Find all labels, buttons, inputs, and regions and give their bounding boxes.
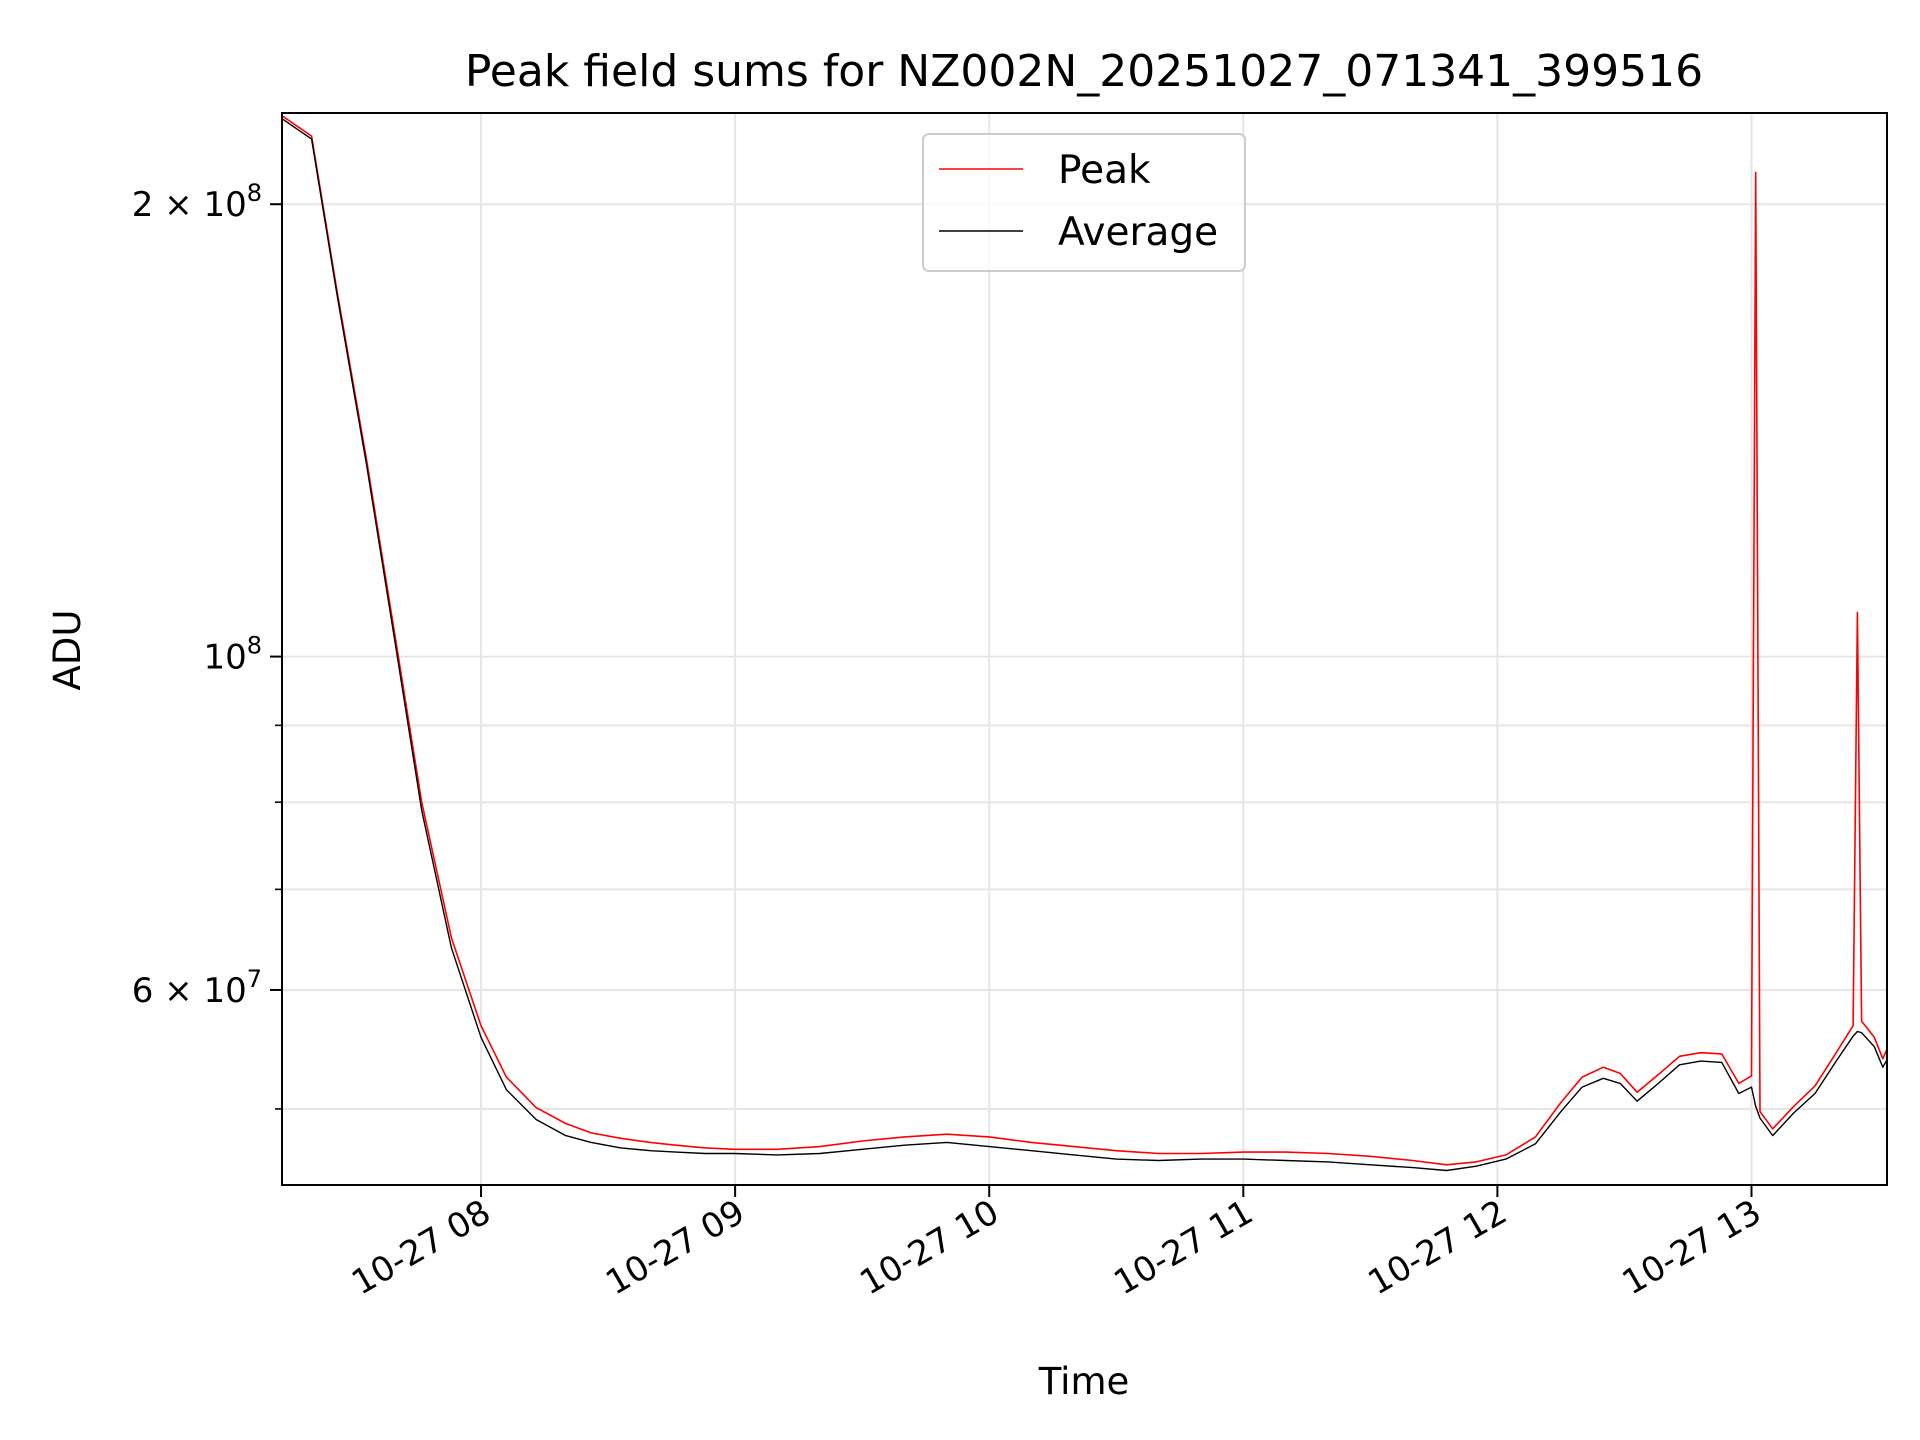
series-line-peak <box>282 115 1887 1166</box>
y-axis: 2 × 108 108 6 × 107 <box>132 179 282 1110</box>
legend: Peak Average <box>922 133 1246 272</box>
legend-label: Peak <box>1058 148 1151 193</box>
y-tick-label: 2 × 108 <box>132 179 262 225</box>
chart-title: Peak field sums for NZ002N_20251027_0713… <box>465 46 1703 97</box>
y-axis-label: ADU <box>46 610 89 691</box>
series-line-average <box>282 118 1887 1172</box>
plot-frame <box>281 112 1888 1186</box>
legend-label: Average <box>1058 210 1218 255</box>
series-layer <box>282 115 1887 1172</box>
x-axis-label: Time <box>1038 1360 1130 1403</box>
y-tick-label: 6 × 107 <box>132 965 262 1011</box>
y-tick-label: 108 <box>203 632 262 678</box>
